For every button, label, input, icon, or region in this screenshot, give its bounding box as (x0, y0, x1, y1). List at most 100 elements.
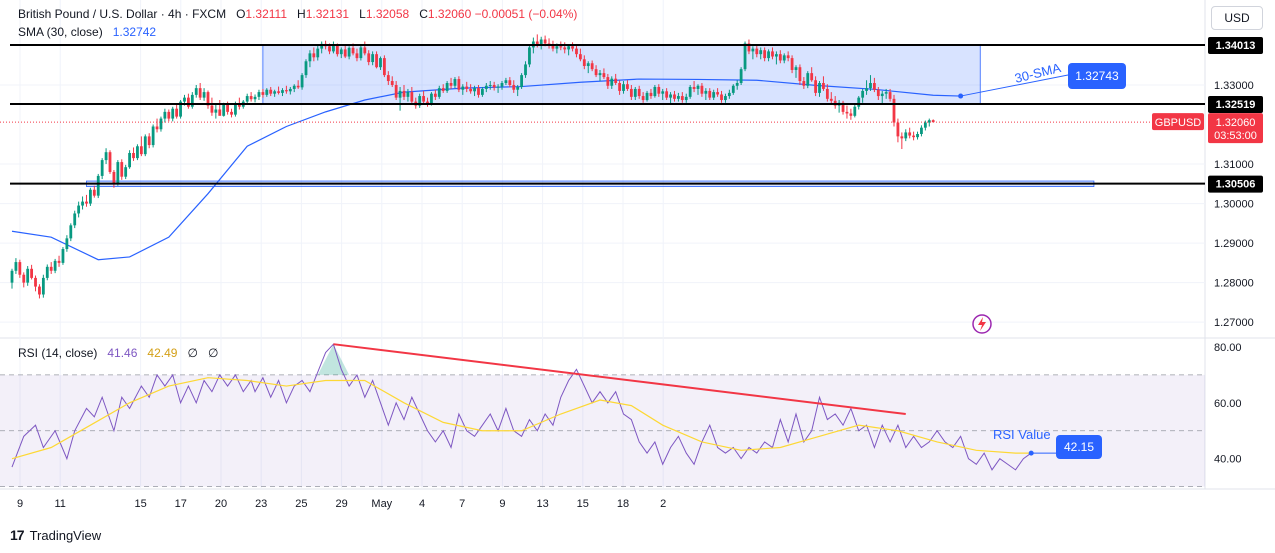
annotation-zones (86, 44, 1095, 187)
time-tick-label: 20 (215, 498, 227, 510)
sma-legend[interactable]: SMA (30, close) 1.32742 (18, 25, 156, 39)
candle-body (359, 47, 363, 59)
candle-body (265, 89, 269, 95)
candle-body (767, 51, 770, 59)
tradingview-logo-icon: 17 (10, 527, 25, 543)
time-tick-label: 7 (459, 498, 465, 510)
time-tick-label: 17 (175, 498, 187, 510)
tradingview-brand: TradingView (29, 527, 102, 543)
candle-body (873, 83, 876, 90)
rsi-legend[interactable]: RSI (14, close) 41.46 42.49 ∅ ∅ (18, 346, 218, 360)
candle-body (579, 54, 582, 60)
candle-body (657, 86, 661, 94)
candle-body (665, 91, 669, 98)
currency-button[interactable]: USD (1211, 6, 1263, 30)
candle-body (645, 92, 649, 101)
countdown-label: 03:53:00 (1214, 130, 1257, 142)
candle-body (179, 101, 182, 117)
candle-body (292, 85, 296, 89)
candle-body (18, 262, 22, 275)
candle-body (551, 45, 555, 49)
candle-body (614, 78, 618, 84)
candle-body (100, 160, 104, 176)
candle-body (814, 80, 817, 93)
candle-body (163, 111, 167, 119)
candle-body (285, 90, 288, 92)
candle-body (575, 48, 578, 55)
candle-body (626, 84, 629, 89)
candle-body (543, 39, 547, 44)
candle-body (822, 83, 825, 89)
horizontal-levels[interactable]: 1.34013 1.32519 1.30506 (0, 36, 1263, 193)
candle-body (865, 88, 868, 91)
rsi-legend-extra-1: ∅ (187, 346, 198, 360)
candle-body (410, 92, 414, 102)
candle-body (496, 86, 500, 88)
sma-value: 1.32742 (112, 25, 157, 39)
candle-body (187, 97, 190, 107)
time-tick-label: 29 (335, 498, 347, 510)
candle-body (484, 85, 488, 89)
candle-body (716, 92, 719, 95)
candle-body (375, 54, 378, 68)
candle-body (692, 86, 696, 89)
symbol-price-tag (1152, 113, 1204, 131)
candle-body (406, 92, 410, 97)
candle-body (277, 91, 280, 93)
candle-body (735, 83, 739, 86)
candle-body (528, 47, 531, 65)
candle-body (916, 134, 919, 138)
ohlc-high: H1.32131 (297, 7, 350, 21)
axes: 9 11 15 17 20 23 25 29 May 4 7 9 13 15 18 2 1.27000 1.280… (17, 80, 1254, 510)
footer-brand[interactable]: 17 TradingView (10, 527, 101, 543)
candle-body (465, 86, 469, 89)
candle-body (73, 213, 77, 226)
candle-body (900, 136, 904, 139)
candle-body (794, 67, 798, 70)
candle-body (175, 108, 179, 117)
rsi-ma-line (11, 377, 1032, 460)
symbol-legend[interactable]: British Pound / U.S. Dollar · 4h · FXCM … (18, 7, 577, 21)
candle-body (22, 274, 26, 283)
candle-body (876, 89, 880, 97)
candle-body (171, 108, 175, 119)
candle-body (104, 152, 108, 161)
candle-body (273, 91, 277, 94)
candle-body (206, 92, 210, 106)
candle-body (606, 77, 610, 86)
lightning-bolt-icon (978, 317, 986, 331)
candle-body (931, 120, 935, 123)
candle-body (782, 55, 786, 61)
candle-body (622, 84, 625, 91)
candle-body (481, 88, 484, 95)
candle-body (139, 146, 143, 155)
candle-body (802, 81, 806, 86)
candle-body (320, 43, 324, 49)
candle-body (786, 55, 790, 59)
level-price-tag (1208, 96, 1263, 114)
candle-body (308, 53, 312, 62)
candle-body (669, 94, 672, 98)
candle-body (582, 59, 586, 67)
candle-body (128, 152, 131, 168)
symbol-title: British Pound / U.S. Dollar · 4h · FXCM (18, 7, 227, 21)
candle-body (10, 270, 14, 283)
rsi-ma-legend-value: 42.49 (147, 346, 178, 360)
candle-body (477, 88, 480, 95)
candle-body (61, 249, 65, 263)
candle-body (888, 92, 892, 99)
candle-body (649, 92, 653, 97)
candle-body (116, 162, 120, 184)
candle-body (778, 54, 782, 61)
candle-body (422, 96, 425, 102)
candle-body (567, 46, 571, 50)
rsi-tick-label: 60.00 (1214, 398, 1242, 410)
candle-body (759, 50, 763, 55)
candle-body (637, 88, 641, 97)
candle-body (912, 135, 915, 138)
candle-body (618, 83, 621, 91)
candle-body (159, 118, 163, 130)
time-tick-label: May (371, 498, 392, 510)
candle-body (437, 88, 441, 97)
